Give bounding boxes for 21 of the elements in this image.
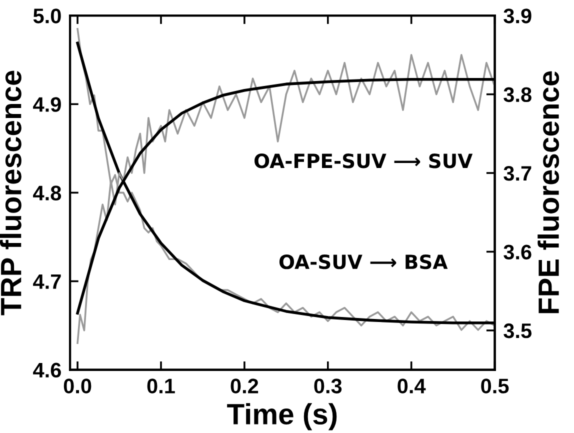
y-tick-label: 4.8 (33, 186, 62, 200)
y-tick-label: 5.0 (33, 8, 61, 24)
y2-tick-label: 3.7 (504, 166, 532, 181)
y-axis-title: TRP fluorescence (0, 70, 22, 316)
x-tick-label: 0.2 (230, 378, 258, 394)
x-tick-label: 0.4 (398, 378, 426, 394)
y-tick-label: 4.6 (33, 362, 61, 378)
y-tick-label: 4.9 (33, 97, 61, 112)
y2-tick-label: 3.5 (504, 323, 532, 338)
x-tick-label: 0.3 (314, 378, 342, 394)
y-tick-label: 4.7 (33, 274, 61, 289)
annotation: OA-SUV ⟶ BSA (279, 254, 448, 270)
y2-tick-label: 3.6 (504, 244, 532, 260)
x-axis-title: Time (s) (227, 403, 337, 430)
x-tick-label: 0.0 (64, 378, 92, 394)
x-tick-label: 0.5 (481, 378, 509, 394)
y2-tick-label: 3.8 (504, 87, 532, 102)
x-tick-label: 0.1 (147, 378, 175, 394)
y2-tick-label: 3.9 (504, 8, 532, 24)
annotation: OA-FPE-SUV ⟶ SUV (254, 154, 473, 168)
y2-axis-title: FPE fluorescence (538, 71, 560, 314)
